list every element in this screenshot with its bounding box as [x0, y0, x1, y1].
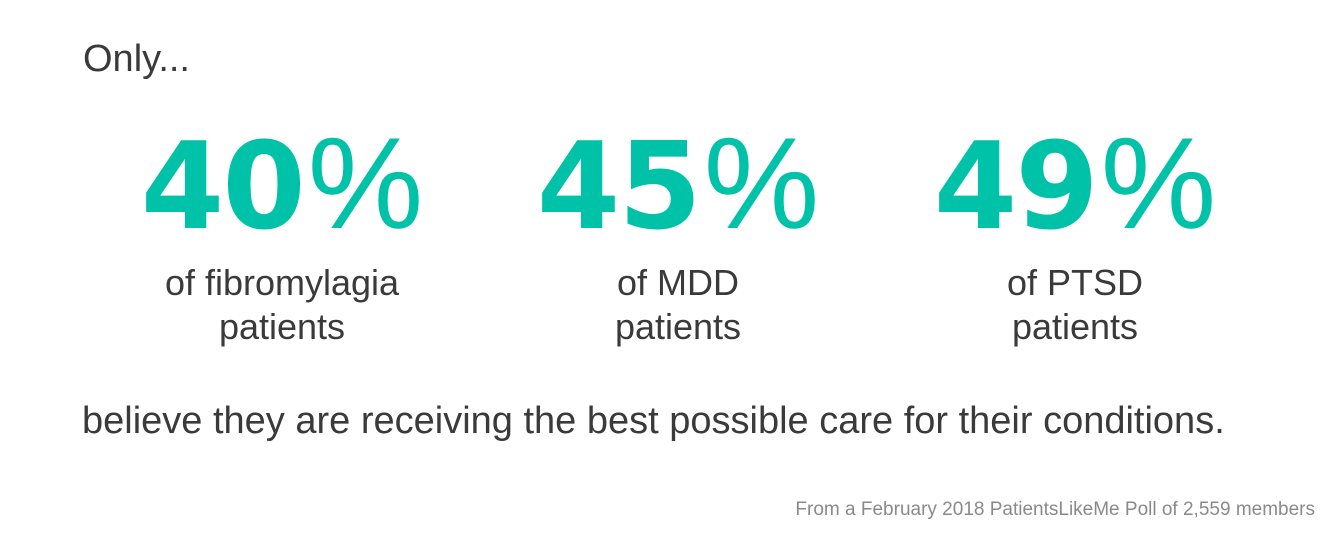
- stat-value: 49%: [885, 118, 1265, 248]
- stat-caption: of PTSD patients: [885, 261, 1265, 349]
- stat-fibromyalgia: 40% of fibromylagia patients: [92, 118, 472, 349]
- stats-row: 40% of fibromylagia patients 45% of MDD …: [0, 118, 1340, 358]
- source-note: From a February 2018 PatientsLikeMe Poll…: [795, 499, 1315, 520]
- stat-value: 45%: [488, 118, 868, 248]
- percent-sign: %: [1100, 110, 1217, 256]
- percent-sign: %: [307, 110, 424, 256]
- stat-number: 49: [933, 118, 1099, 257]
- percent-sign: %: [703, 110, 820, 256]
- stat-caption: of MDD patients: [488, 261, 868, 349]
- stat-ptsd: 49% of PTSD patients: [885, 118, 1265, 349]
- stat-number: 45: [536, 118, 702, 257]
- stat-caption-line: of fibromylagia: [164, 262, 400, 303]
- stat-caption-line: patients: [218, 306, 346, 347]
- stat-caption-line: of PTSD: [1006, 262, 1144, 303]
- conclusion-text: believe they are receiving the best poss…: [82, 400, 1225, 442]
- stat-mdd: 45% of MDD patients: [488, 118, 868, 349]
- stat-caption: of fibromylagia patients: [92, 261, 472, 349]
- stat-caption-line: of MDD: [616, 262, 739, 303]
- stat-number: 40: [140, 118, 306, 257]
- stat-caption-line: patients: [1011, 306, 1139, 347]
- stat-value: 40%: [92, 118, 472, 248]
- intro-text: Only...: [83, 38, 190, 80]
- stat-caption-line: patients: [614, 306, 742, 347]
